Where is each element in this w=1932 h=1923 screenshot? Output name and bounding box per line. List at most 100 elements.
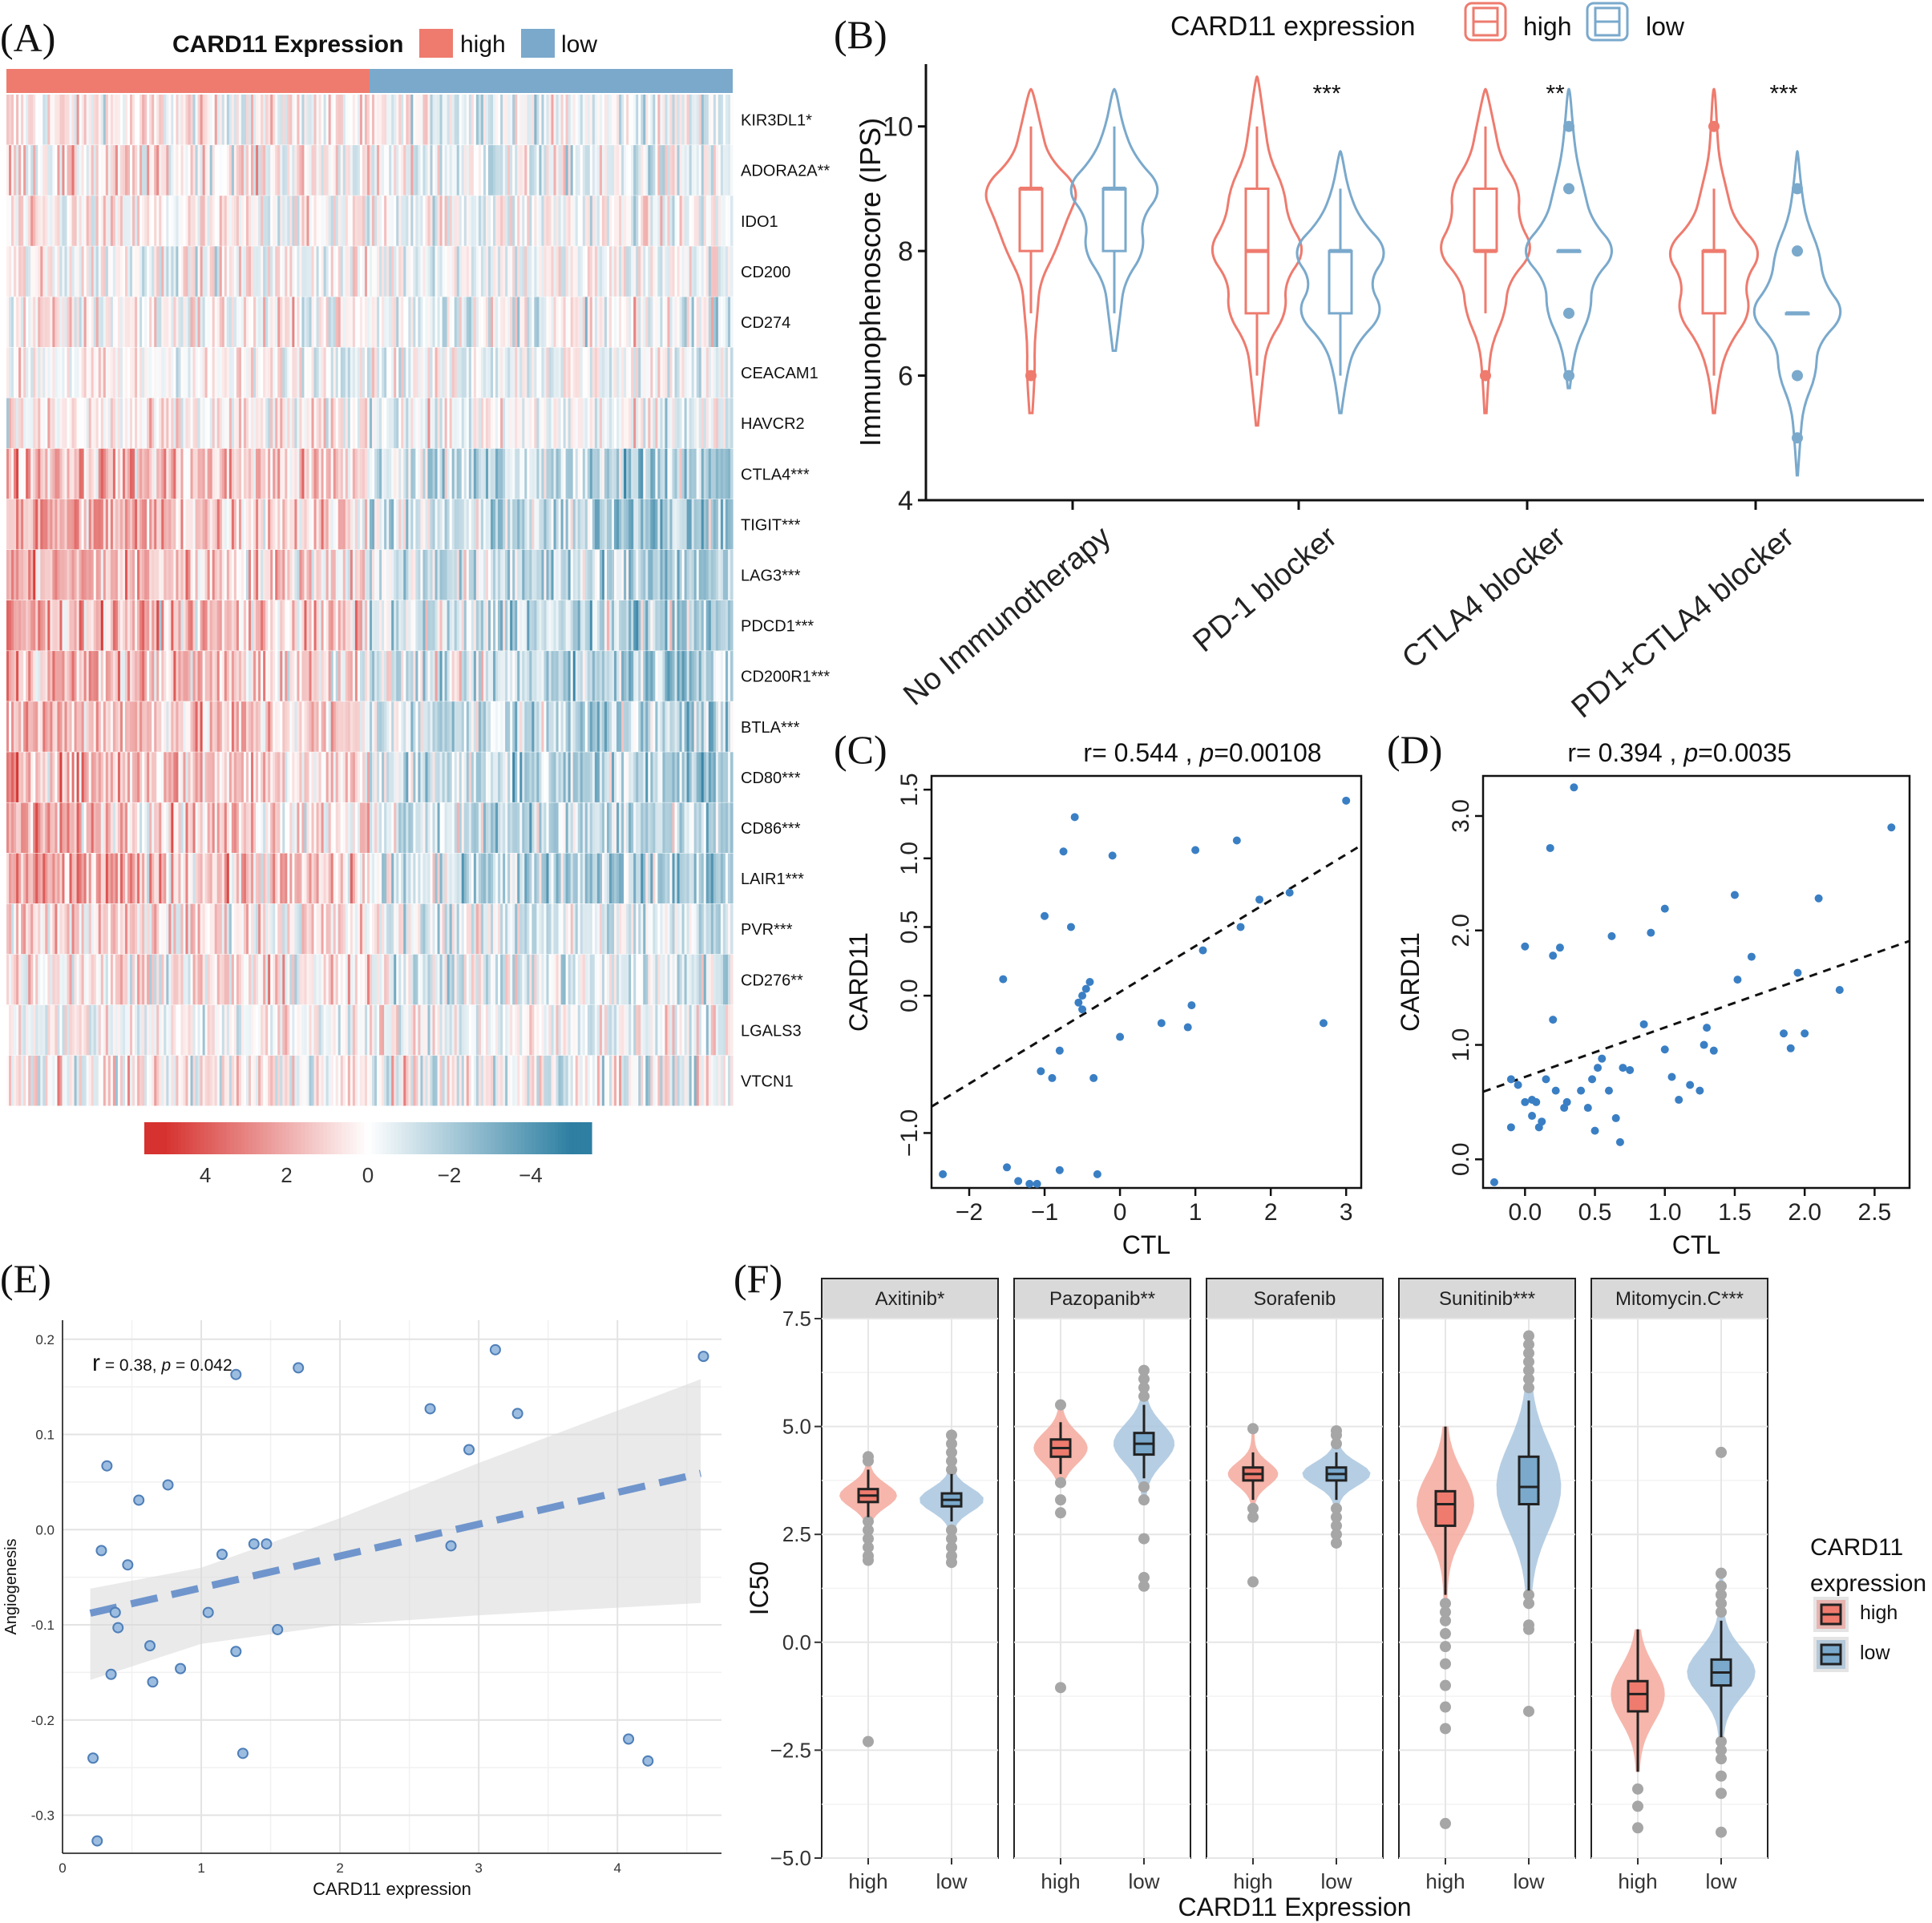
heatmap-cell bbox=[384, 802, 387, 853]
heatmap-cell bbox=[156, 398, 160, 449]
heatmap-cell bbox=[471, 499, 475, 550]
heatmap-cell bbox=[156, 903, 160, 955]
heatmap-cell bbox=[171, 499, 174, 550]
heatmap-cell bbox=[342, 752, 346, 802]
heatmap-cell bbox=[384, 549, 387, 600]
heatmap-cell bbox=[253, 802, 257, 853]
heatmap-cell bbox=[33, 549, 36, 600]
heatmap-cell bbox=[665, 246, 669, 297]
heatmap-cell bbox=[459, 853, 463, 904]
heatmap-cell bbox=[188, 752, 192, 802]
heatmap-cell bbox=[382, 499, 385, 550]
heatmap-cell bbox=[582, 701, 586, 752]
heatmap-cell bbox=[216, 752, 220, 802]
heatmap-cell bbox=[582, 347, 586, 398]
heatmap-cell bbox=[722, 347, 726, 398]
heatmap-cell bbox=[720, 853, 724, 904]
heatmap-cell bbox=[345, 448, 349, 499]
heatmap-cell bbox=[606, 802, 610, 853]
heatmap-cell bbox=[277, 398, 281, 449]
heatmap-cell bbox=[261, 903, 264, 955]
heatmap-cell bbox=[626, 549, 629, 600]
heatmap-cell bbox=[592, 297, 596, 347]
heatmap-cell bbox=[624, 398, 627, 449]
heatmap-cell bbox=[406, 499, 409, 550]
heatmap-cell bbox=[503, 499, 506, 550]
heatmap-cell bbox=[64, 752, 68, 802]
heatmap-cell bbox=[233, 903, 237, 955]
heatmap-cell bbox=[359, 347, 363, 398]
heatmap-cell bbox=[335, 802, 339, 853]
heatmap-cell bbox=[14, 448, 17, 499]
heatmap-cell bbox=[541, 246, 545, 297]
heatmap-cell bbox=[725, 95, 729, 145]
heatmap-cell bbox=[166, 752, 169, 802]
heatmap-cell bbox=[517, 802, 520, 853]
heatmap-cell bbox=[631, 802, 634, 853]
heatmap-cell bbox=[612, 398, 615, 449]
heatmap-cell bbox=[604, 448, 608, 499]
heatmap-cell bbox=[689, 95, 693, 145]
heatmap-cell bbox=[439, 246, 443, 297]
heatmap-cell bbox=[261, 95, 264, 145]
heatmap-cell bbox=[679, 145, 683, 196]
heatmap-cell bbox=[432, 398, 436, 449]
heatmap-cell bbox=[599, 499, 603, 550]
heatmap-cell bbox=[318, 246, 322, 297]
heatmap-cell bbox=[621, 347, 624, 398]
heatmap-cell bbox=[265, 651, 269, 701]
heatmap-cell bbox=[231, 499, 235, 550]
heatmap-cell bbox=[233, 448, 237, 499]
heatmap-cell bbox=[124, 347, 128, 398]
heatmap-cell bbox=[76, 802, 80, 853]
heatmap-cell bbox=[437, 95, 441, 145]
heatmap-cell bbox=[437, 651, 441, 701]
heatmap-cell bbox=[473, 499, 477, 550]
heatmap-cell bbox=[612, 297, 615, 347]
heatmap-cell bbox=[173, 95, 176, 145]
heatmap-cell bbox=[311, 246, 315, 297]
heatmap-cell bbox=[275, 297, 278, 347]
heatmap-cell bbox=[584, 347, 588, 398]
heatmap-cell bbox=[592, 196, 596, 246]
heatmap-cell bbox=[524, 651, 527, 701]
heatmap-cell bbox=[386, 499, 390, 550]
heatmap-cell bbox=[717, 196, 721, 246]
heatmap-cell bbox=[629, 398, 632, 449]
heatmap-cell bbox=[366, 196, 370, 246]
heatmap-cell bbox=[50, 95, 53, 145]
heatmap-cell bbox=[403, 347, 406, 398]
heatmap-cell bbox=[224, 297, 228, 347]
heatmap-cell bbox=[679, 448, 683, 499]
heatmap-cell bbox=[28, 246, 31, 297]
heatmap-cell bbox=[224, 448, 228, 499]
heatmap-legend-low-label: low bbox=[561, 31, 597, 58]
heatmap-cell bbox=[396, 297, 399, 347]
heatmap-cell bbox=[107, 145, 111, 196]
heatmap-cell bbox=[422, 853, 426, 904]
heatmap-cell bbox=[328, 145, 332, 196]
heatmap-cell bbox=[703, 347, 707, 398]
heatmap-cell bbox=[662, 398, 666, 449]
heatmap-cell bbox=[190, 903, 194, 955]
heatmap-cell bbox=[306, 95, 310, 145]
heatmap-cell bbox=[587, 701, 591, 752]
heatmap-cell bbox=[115, 853, 119, 904]
heatmap-cell bbox=[665, 398, 669, 449]
heatmap-cell bbox=[434, 196, 439, 246]
heatmap-cell bbox=[273, 499, 276, 550]
heatmap-cell bbox=[626, 448, 629, 499]
heatmap-cell bbox=[55, 903, 59, 955]
heatmap-cell bbox=[662, 246, 666, 297]
heatmap-cell bbox=[202, 499, 206, 550]
heatmap-cell bbox=[374, 145, 378, 196]
heatmap-cell bbox=[437, 347, 441, 398]
heatmap-cell bbox=[306, 347, 310, 398]
heatmap-cell bbox=[357, 448, 361, 499]
heatmap-cell bbox=[67, 701, 71, 752]
heatmap-cell bbox=[337, 145, 342, 196]
heatmap-cell bbox=[631, 196, 634, 246]
heatmap-cell bbox=[214, 853, 218, 904]
heatmap-cell bbox=[366, 752, 370, 802]
heatmap-cell bbox=[604, 499, 608, 550]
